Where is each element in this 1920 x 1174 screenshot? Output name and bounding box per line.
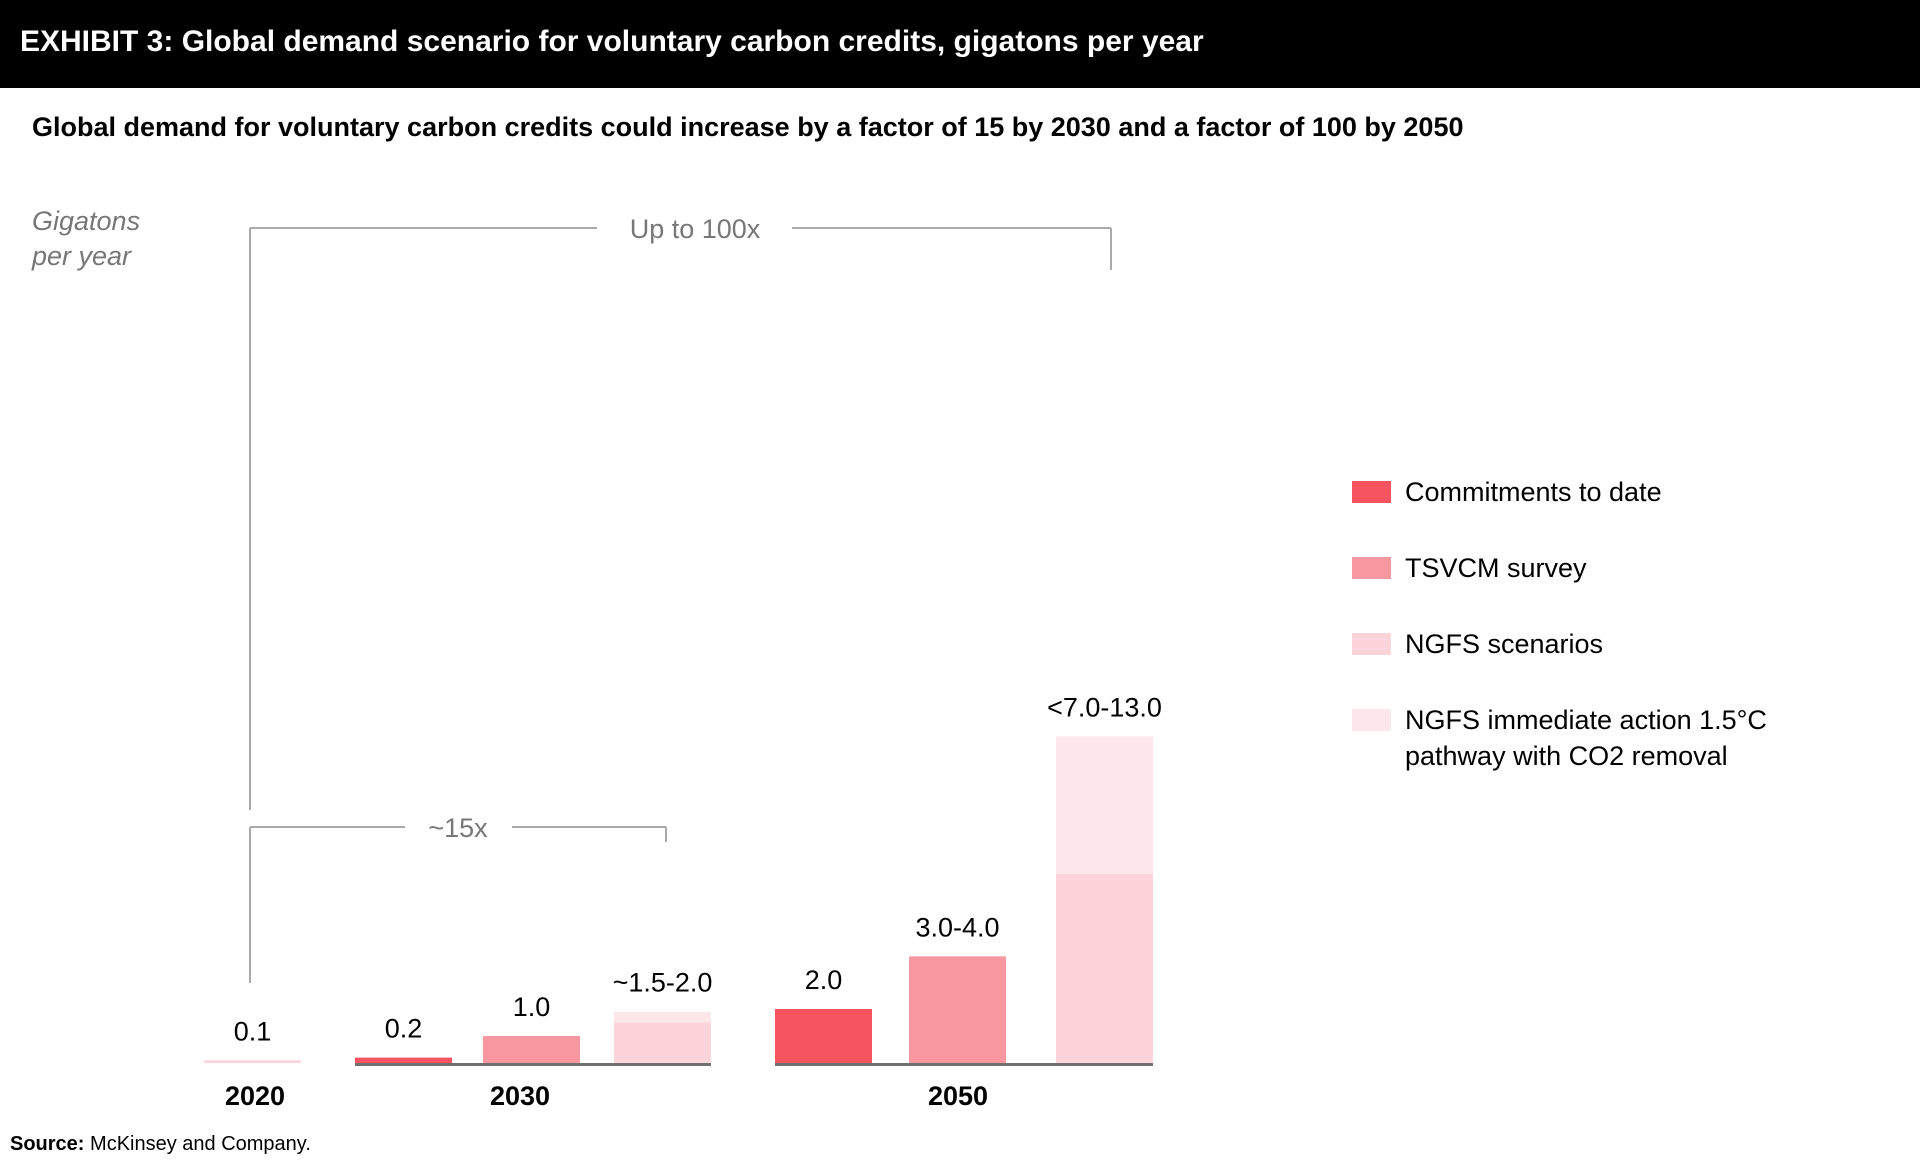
bar-value-label: 3.0-4.0 — [915, 912, 999, 942]
bar-segment — [614, 1022, 711, 1063]
group-label: 2020 — [225, 1081, 285, 1111]
legend-label: NGFS immediate action 1.5°C — [1405, 705, 1767, 735]
legend-swatch — [1352, 481, 1391, 503]
bar-value-label: 0.1 — [234, 1016, 272, 1046]
bar-value-label: <7.0-13.0 — [1047, 692, 1162, 722]
legend-label: Commitments to date — [1405, 477, 1662, 507]
bar-segment — [483, 1036, 580, 1063]
bar-segment — [614, 1011, 711, 1023]
source-note: Source: McKinsey and Company. — [10, 1133, 311, 1156]
group-label: 2050 — [928, 1081, 988, 1111]
bar-segment — [204, 1060, 301, 1063]
bracket-100x-label: Up to 100x — [630, 214, 761, 244]
bar-value-label: 1.0 — [513, 992, 551, 1022]
bar-value-label: 0.2 — [385, 1014, 423, 1044]
legend-swatch — [1352, 557, 1391, 579]
legend-label: pathway with CO2 removal — [1405, 741, 1728, 771]
bar-value-label: 2.0 — [805, 965, 843, 995]
group-label: 2030 — [490, 1081, 550, 1111]
bar-segment — [775, 1009, 872, 1063]
source-text: McKinsey and Company. — [90, 1133, 311, 1155]
bar-segment — [1056, 874, 1153, 1063]
bar-value-label: ~1.5-2.0 — [613, 968, 713, 998]
exhibit-header: EXHIBIT 3: Global demand scenario for vo… — [0, 0, 1920, 88]
legend-swatch — [1352, 709, 1391, 731]
bracket-15x-label: ~15x — [428, 813, 488, 843]
legend-label: TSVCM survey — [1405, 553, 1587, 583]
bar-segment — [355, 1057, 452, 1063]
exhibit-title: EXHIBIT 3: Global demand scenario for vo… — [20, 25, 1204, 58]
y-axis-label: Gigatons — [32, 206, 140, 236]
legend-swatch — [1352, 633, 1391, 655]
source-label: Source: — [10, 1133, 85, 1155]
y-axis-label: per year — [31, 241, 132, 271]
bar-segment — [909, 956, 1006, 1063]
bar-segment — [1056, 736, 1153, 874]
chart-subtitle: Global demand for voluntary carbon credi… — [32, 112, 1464, 142]
legend-label: NGFS scenarios — [1405, 629, 1603, 659]
